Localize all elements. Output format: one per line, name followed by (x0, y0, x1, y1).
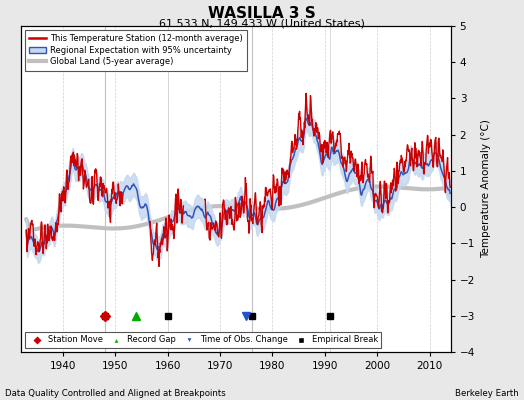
Text: Berkeley Earth: Berkeley Earth (455, 389, 519, 398)
Y-axis label: Temperature Anomaly (°C): Temperature Anomaly (°C) (481, 120, 490, 258)
Text: WASILLA 3 S: WASILLA 3 S (208, 6, 316, 21)
Text: Data Quality Controlled and Aligned at Breakpoints: Data Quality Controlled and Aligned at B… (5, 389, 226, 398)
Text: 61.533 N, 149.433 W (United States): 61.533 N, 149.433 W (United States) (159, 18, 365, 28)
Legend: Station Move, Record Gap, Time of Obs. Change, Empirical Break: Station Move, Record Gap, Time of Obs. C… (25, 332, 381, 348)
